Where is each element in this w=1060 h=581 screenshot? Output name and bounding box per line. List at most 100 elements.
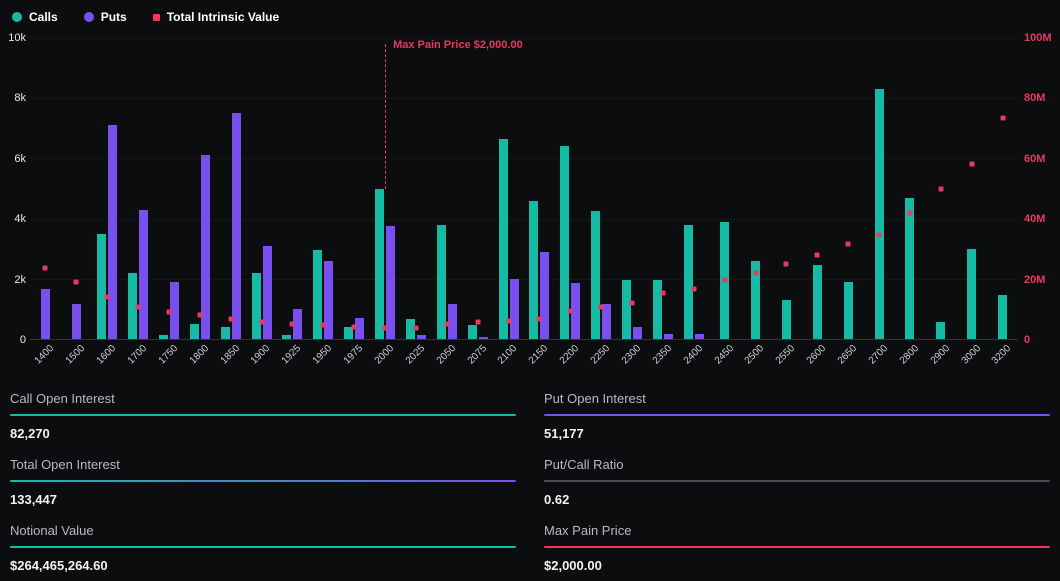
intrinsic-value-dot[interactable] [907,210,913,216]
call-bar[interactable] [843,281,853,339]
legend-item-puts[interactable]: Puts [83,10,127,24]
bar-group-2250[interactable] [586,38,617,339]
bar-group-2400[interactable] [678,38,709,339]
call-bar[interactable] [622,280,632,339]
intrinsic-value-dot[interactable] [475,319,481,325]
call-bar[interactable] [751,260,761,339]
intrinsic-value-dot[interactable] [1000,115,1006,121]
call-bar[interactable] [498,138,508,339]
bar-group-3200[interactable] [987,38,1018,339]
intrinsic-value-dot[interactable] [814,252,820,258]
bar-group-1950[interactable] [308,38,339,339]
call-bar[interactable] [97,233,107,339]
put-bar[interactable] [231,113,241,339]
call-bar[interactable] [436,224,446,339]
bar-group-2450[interactable] [709,38,740,339]
bar-group-1900[interactable] [246,38,277,339]
put-bar[interactable] [386,226,396,339]
intrinsic-value-dot[interactable] [73,279,79,285]
bar-group-1600[interactable] [92,38,123,339]
intrinsic-value-dot[interactable] [969,161,975,167]
intrinsic-value-dot[interactable] [783,261,789,267]
call-bar[interactable] [251,272,261,339]
intrinsic-value-dot[interactable] [413,325,419,331]
bar-group-1850[interactable] [215,38,246,339]
intrinsic-value-dot[interactable] [598,304,604,310]
bar-group-2350[interactable] [648,38,679,339]
call-bar[interactable] [905,197,915,339]
bar-group-2000[interactable] [370,38,401,339]
call-bar[interactable] [560,146,570,339]
bar-group-2075[interactable] [462,38,493,339]
put-bar[interactable] [540,251,550,339]
bar-group-2800[interactable] [895,38,926,339]
intrinsic-value-dot[interactable] [382,325,388,331]
intrinsic-value-dot[interactable] [104,294,110,300]
put-bar[interactable] [355,317,365,339]
intrinsic-value-dot[interactable] [197,312,203,318]
put-bar[interactable] [71,304,81,339]
bar-group-2550[interactable] [771,38,802,339]
put-bar[interactable] [478,337,488,339]
call-bar[interactable] [158,334,168,339]
call-bar[interactable] [967,248,977,339]
call-bar[interactable] [189,323,199,339]
call-bar[interactable] [282,334,292,339]
call-bar[interactable] [683,224,693,339]
bar-group-2200[interactable] [555,38,586,339]
put-bar[interactable] [416,335,426,339]
intrinsic-value-dot[interactable] [629,300,635,306]
call-bar[interactable] [652,280,662,339]
call-bar[interactable] [812,265,822,339]
bar-group-1700[interactable] [123,38,154,339]
call-bar[interactable] [128,272,138,339]
put-bar[interactable] [40,289,50,339]
call-bar[interactable] [313,250,323,339]
bar-group-3000[interactable] [956,38,987,339]
intrinsic-value-dot[interactable] [351,324,357,330]
bar-group-2650[interactable] [833,38,864,339]
put-bar[interactable] [633,326,643,339]
intrinsic-value-dot[interactable] [135,304,141,310]
legend-item-calls[interactable]: Calls [12,10,58,24]
call-bar[interactable] [467,325,477,339]
call-bar[interactable] [591,211,601,339]
bar-group-2900[interactable] [925,38,956,339]
legend-item-intrinsic[interactable]: Total Intrinsic Value [152,10,279,24]
intrinsic-value-dot[interactable] [42,265,48,271]
call-bar[interactable] [998,295,1008,339]
intrinsic-value-dot[interactable] [320,322,326,328]
put-bar[interactable] [447,304,457,339]
intrinsic-value-dot[interactable] [753,270,759,276]
put-bar[interactable] [200,155,210,339]
bar-group-1925[interactable] [277,38,308,339]
intrinsic-value-dot[interactable] [660,290,666,296]
call-bar[interactable] [874,89,884,339]
put-bar[interactable] [663,334,673,339]
put-bar[interactable] [108,125,118,339]
intrinsic-value-dot[interactable] [691,286,697,292]
intrinsic-value-dot[interactable] [228,316,234,322]
call-bar[interactable] [405,319,415,339]
intrinsic-value-dot[interactable] [166,309,172,315]
call-bar[interactable] [344,326,354,339]
intrinsic-value-dot[interactable] [289,321,295,327]
bar-group-1975[interactable] [339,38,370,339]
put-bar[interactable] [509,278,519,339]
bar-group-2025[interactable] [401,38,432,339]
call-bar[interactable] [220,326,230,339]
bar-group-2300[interactable] [617,38,648,339]
put-bar[interactable] [571,283,581,339]
intrinsic-value-dot[interactable] [876,232,882,238]
intrinsic-value-dot[interactable] [444,321,450,327]
call-bar[interactable] [781,299,791,339]
call-bar[interactable] [529,200,539,339]
intrinsic-value-dot[interactable] [506,318,512,324]
put-bar[interactable] [262,245,272,339]
intrinsic-value-dot[interactable] [722,277,728,283]
bar-group-1500[interactable] [61,38,92,339]
put-bar[interactable] [324,260,334,339]
intrinsic-value-dot[interactable] [259,319,265,325]
bar-group-2050[interactable] [431,38,462,339]
bar-group-2600[interactable] [802,38,833,339]
